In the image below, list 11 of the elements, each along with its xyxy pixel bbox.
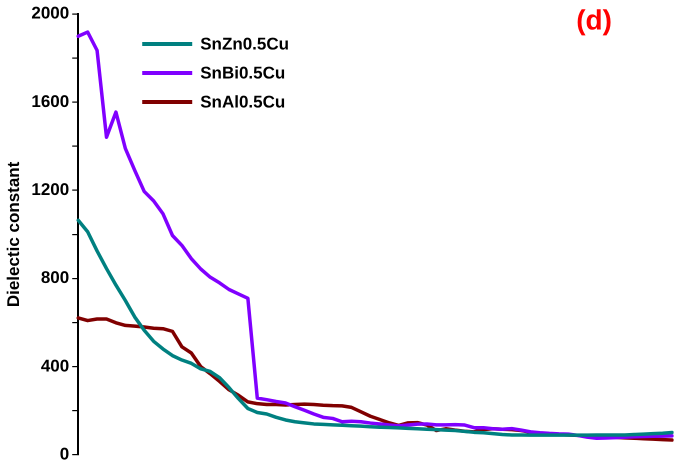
legend-label: SnZn0.5Cu <box>200 34 290 54</box>
legend-label: SnBi0.5Cu <box>200 64 286 83</box>
y-axis-title: Dielectic constant <box>4 161 23 308</box>
annotation: (d) <box>576 4 612 36</box>
legend-label: SnAl0.5Cu <box>200 92 286 112</box>
y-tick-label: 400 <box>40 356 70 376</box>
y-tick-label: 1200 <box>31 180 70 200</box>
y-tick-label: 0 <box>60 444 70 464</box>
y-tick-label: 800 <box>40 268 70 288</box>
y-tick-label: 1600 <box>31 92 70 111</box>
y-tick-label: 2000 <box>31 4 70 23</box>
